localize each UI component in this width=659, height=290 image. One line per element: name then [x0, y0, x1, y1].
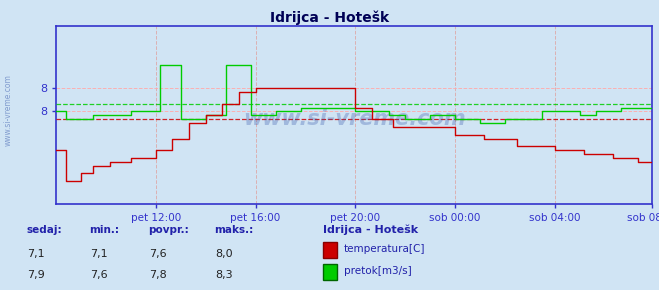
Text: www.si-vreme.com: www.si-vreme.com	[3, 74, 13, 146]
Text: 7,1: 7,1	[90, 249, 107, 259]
Text: 7,8: 7,8	[150, 270, 167, 280]
Text: Idrijca - Hotešk: Idrijca - Hotešk	[323, 225, 418, 235]
Text: 8,3: 8,3	[215, 270, 233, 280]
Text: maks.:: maks.:	[214, 225, 254, 235]
Text: 7,6: 7,6	[150, 249, 167, 259]
Text: sedaj:: sedaj:	[26, 225, 62, 235]
Text: 8,0: 8,0	[215, 249, 233, 259]
Text: min.:: min.:	[89, 225, 119, 235]
Text: povpr.:: povpr.:	[148, 225, 189, 235]
Text: 7,1: 7,1	[28, 249, 45, 259]
Text: www.si-vreme.com: www.si-vreme.com	[243, 109, 465, 129]
Text: 7,9: 7,9	[28, 270, 45, 280]
Text: Idrijca - Hotešk: Idrijca - Hotešk	[270, 10, 389, 25]
Text: pretok[m3/s]: pretok[m3/s]	[344, 266, 412, 276]
Text: temperatura[C]: temperatura[C]	[344, 244, 426, 254]
Text: 7,6: 7,6	[90, 270, 107, 280]
